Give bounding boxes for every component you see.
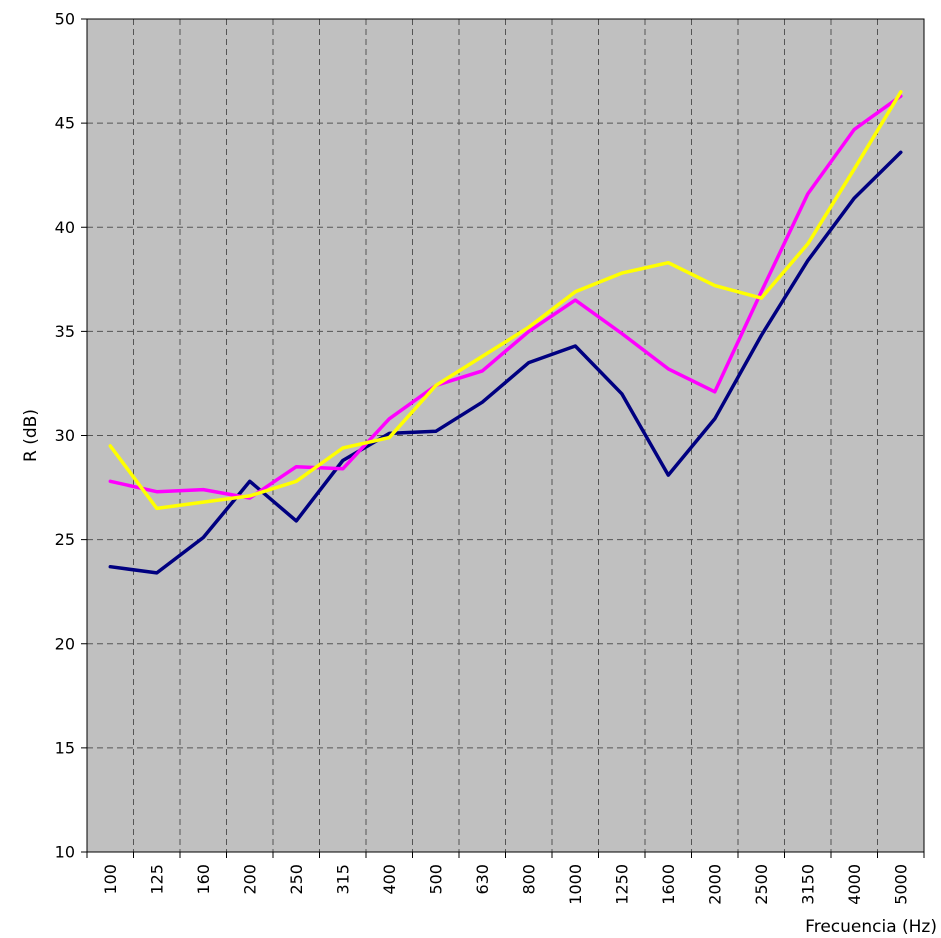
- y-tick-label: 25: [55, 530, 75, 549]
- y-tick-label: 30: [55, 426, 75, 445]
- y-axis-title: R (dB): [21, 409, 41, 462]
- axes: 100 125 160 200 250 315 400 500 630 800 1000 1250 16…: [55, 10, 925, 905]
- x-tick-label: 3150: [798, 864, 817, 905]
- series-line-1: [108, 150, 903, 575]
- y-tick-label: 45: [55, 114, 75, 133]
- x-axis-title: Frecuencia (Hz): [805, 917, 937, 937]
- x-tick-label: 1250: [612, 864, 631, 905]
- x-tick-label: 630: [473, 864, 492, 895]
- y-tick-label: 10: [55, 843, 75, 862]
- x-tick-label: 5000: [891, 864, 910, 905]
- x-tick-label: 400: [380, 864, 399, 895]
- gridlines: [87, 19, 924, 852]
- x-tick-label: 4000: [845, 864, 864, 905]
- x-tick-label: 1600: [659, 864, 678, 905]
- y-tick-label: 20: [55, 634, 75, 653]
- x-tick-label: 200: [240, 864, 259, 895]
- x-tick-label: 160: [194, 864, 213, 895]
- x-tick-label: 1000: [566, 864, 585, 905]
- y-tick-label: 40: [55, 218, 75, 237]
- x-tick-label: 800: [519, 864, 538, 895]
- x-tick-label: 315: [333, 864, 352, 895]
- x-tick-label: 250: [287, 864, 306, 895]
- x-tick-label: 500: [426, 864, 445, 895]
- x-tick-label: 2000: [705, 864, 724, 905]
- y-tick-label: 50: [55, 10, 75, 29]
- y-tick-label: 35: [55, 322, 75, 341]
- series-line-3: [108, 90, 903, 511]
- x-tick-label: 125: [147, 864, 166, 895]
- x-tick-label: 100: [101, 864, 120, 895]
- series-layer: [108, 90, 903, 575]
- x-tick-label: 2500: [752, 864, 771, 905]
- y-tick-label: 15: [55, 738, 75, 757]
